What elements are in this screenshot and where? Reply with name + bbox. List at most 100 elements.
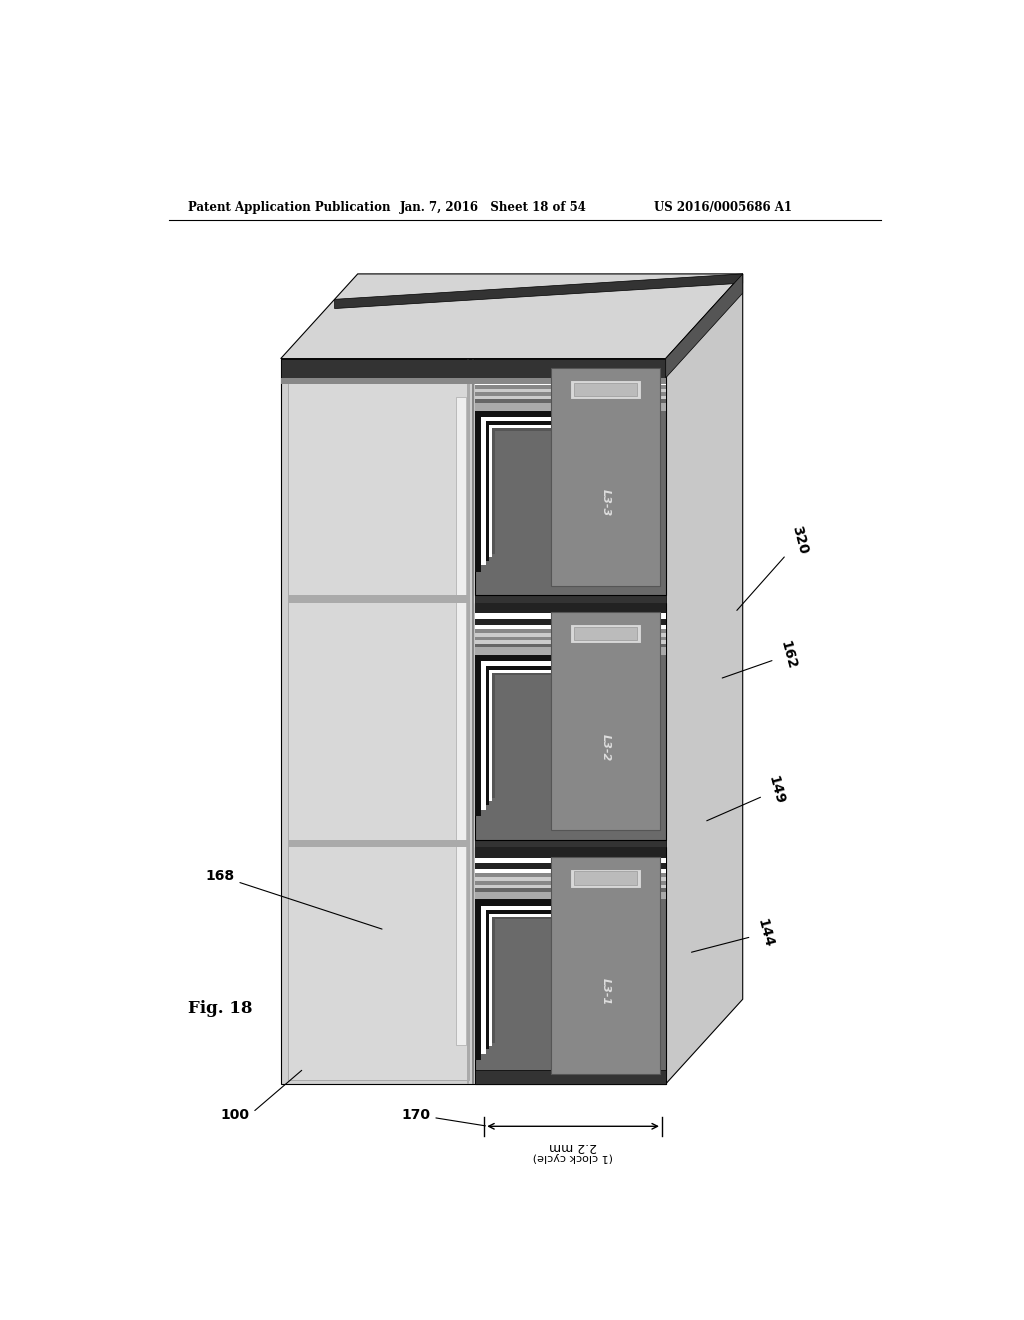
Bar bbox=[475, 603, 666, 840]
Bar bbox=[489, 673, 493, 801]
Bar bbox=[475, 636, 666, 640]
Text: 168: 168 bbox=[206, 869, 382, 929]
Bar bbox=[475, 595, 666, 603]
Bar bbox=[475, 899, 566, 906]
Bar bbox=[489, 425, 566, 429]
Bar bbox=[481, 909, 485, 1055]
Bar bbox=[493, 430, 495, 554]
Bar bbox=[485, 669, 489, 805]
Bar bbox=[475, 647, 666, 655]
Bar bbox=[475, 878, 666, 882]
Bar bbox=[493, 675, 495, 799]
Bar bbox=[570, 869, 641, 887]
Bar bbox=[475, 847, 666, 1084]
Bar bbox=[475, 863, 666, 869]
Bar bbox=[475, 359, 666, 370]
Bar bbox=[475, 891, 666, 899]
Text: Fig. 18: Fig. 18 bbox=[188, 1001, 253, 1016]
Text: 100: 100 bbox=[221, 1071, 302, 1122]
Bar bbox=[493, 917, 566, 919]
Bar bbox=[573, 383, 637, 396]
Text: 144: 144 bbox=[691, 917, 775, 952]
Bar bbox=[570, 624, 641, 643]
Bar bbox=[475, 858, 666, 863]
Bar bbox=[475, 840, 666, 847]
Bar bbox=[475, 417, 481, 572]
Bar bbox=[475, 655, 566, 661]
Polygon shape bbox=[666, 275, 742, 378]
Bar bbox=[475, 628, 666, 634]
Text: 149: 149 bbox=[707, 775, 786, 821]
Bar bbox=[475, 634, 666, 636]
Bar bbox=[475, 411, 566, 417]
Bar bbox=[475, 1071, 666, 1084]
Bar bbox=[281, 378, 666, 384]
Bar bbox=[475, 392, 666, 396]
Bar bbox=[485, 421, 566, 425]
Bar bbox=[475, 359, 666, 595]
Text: 2.2 mm: 2.2 mm bbox=[549, 1140, 597, 1154]
Bar bbox=[481, 661, 566, 665]
Bar bbox=[573, 627, 637, 640]
Text: L3-3: L3-3 bbox=[600, 490, 610, 516]
Bar bbox=[472, 359, 474, 1084]
Polygon shape bbox=[281, 275, 742, 359]
Bar bbox=[475, 374, 666, 380]
Bar bbox=[489, 429, 493, 557]
Bar bbox=[551, 368, 660, 586]
Bar bbox=[475, 906, 481, 1060]
Text: US 2016/0005686 A1: US 2016/0005686 A1 bbox=[654, 201, 793, 214]
Bar bbox=[475, 884, 666, 888]
Bar bbox=[493, 429, 566, 430]
Text: 170: 170 bbox=[401, 1107, 485, 1126]
Bar bbox=[475, 624, 666, 628]
Bar bbox=[551, 857, 660, 1074]
Bar bbox=[475, 403, 666, 411]
Bar bbox=[475, 396, 666, 399]
Bar bbox=[489, 917, 493, 1045]
Polygon shape bbox=[335, 275, 742, 309]
Bar bbox=[475, 614, 666, 619]
Bar bbox=[489, 913, 566, 917]
Text: Jan. 7, 2016   Sheet 18 of 54: Jan. 7, 2016 Sheet 18 of 54 bbox=[400, 201, 587, 214]
Bar bbox=[475, 370, 666, 374]
Text: L3-1: L3-1 bbox=[600, 978, 610, 1006]
Bar bbox=[475, 640, 666, 644]
Bar bbox=[475, 380, 666, 384]
Bar bbox=[475, 399, 666, 403]
Bar bbox=[475, 874, 666, 878]
Bar bbox=[475, 847, 666, 858]
Bar bbox=[289, 363, 469, 1080]
Bar bbox=[485, 665, 566, 669]
Text: L3-2: L3-2 bbox=[600, 734, 610, 762]
Bar bbox=[475, 882, 666, 884]
Bar bbox=[467, 359, 469, 1084]
Bar bbox=[489, 669, 566, 673]
Bar bbox=[481, 417, 566, 421]
Polygon shape bbox=[666, 275, 742, 1084]
Bar bbox=[481, 421, 485, 565]
Bar bbox=[475, 389, 666, 392]
Bar bbox=[570, 380, 641, 399]
Bar bbox=[573, 871, 637, 884]
Bar bbox=[493, 673, 566, 675]
Bar bbox=[551, 612, 660, 830]
Bar bbox=[457, 397, 466, 1045]
Bar bbox=[493, 919, 495, 1043]
Text: 320: 320 bbox=[737, 524, 810, 610]
Bar bbox=[475, 603, 666, 614]
Bar bbox=[475, 619, 666, 624]
Bar bbox=[289, 595, 469, 603]
Bar bbox=[485, 913, 489, 1049]
Bar bbox=[475, 869, 666, 874]
Bar bbox=[481, 906, 566, 909]
Bar bbox=[475, 384, 666, 389]
Bar bbox=[475, 888, 666, 891]
Text: Patent Application Publication: Patent Application Publication bbox=[188, 201, 391, 214]
Bar bbox=[281, 359, 666, 378]
Bar bbox=[289, 840, 469, 847]
Text: 162: 162 bbox=[722, 639, 799, 678]
Bar bbox=[281, 359, 666, 1084]
Bar bbox=[475, 644, 666, 647]
Bar bbox=[475, 661, 481, 816]
